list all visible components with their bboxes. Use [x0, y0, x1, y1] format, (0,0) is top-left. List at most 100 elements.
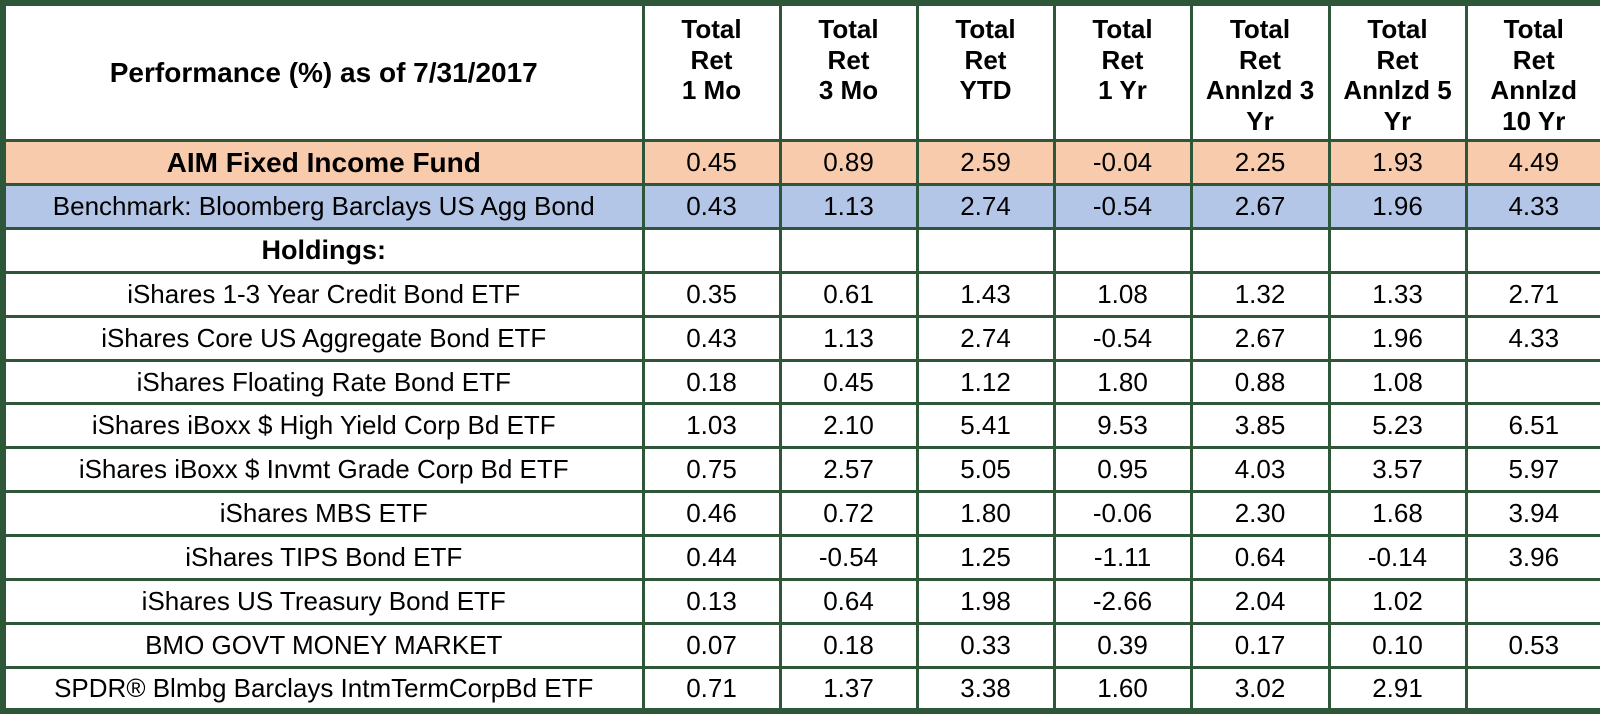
holding-value: [1464, 577, 1600, 625]
holding-value: 0.46: [641, 490, 782, 537]
holding-value: 3.85: [1189, 402, 1331, 450]
holding-label: iShares US Treasury Bond ETF: [1, 577, 645, 625]
column-header-ytd: Total Ret YTD: [915, 1, 1056, 143]
holding-value: 1.37: [778, 665, 919, 713]
holding-value: 1.32: [1189, 270, 1331, 318]
fund-value: 0.45: [641, 139, 782, 187]
holding-value: 3.96: [1464, 533, 1600, 581]
empty-cell: [778, 227, 919, 274]
column-header-annlzd-3yr: Total Ret Annlzd 3 Yr: [1189, 1, 1331, 143]
holding-value: 0.45: [778, 358, 919, 406]
holding-value: 3.57: [1327, 446, 1468, 494]
holding-value: 1.68: [1327, 490, 1468, 537]
benchmark-row-label: Benchmark: Bloomberg Barclays US Agg Bon…: [1, 183, 645, 231]
holding-value: -2.66: [1052, 577, 1193, 625]
empty-cell: [1189, 227, 1331, 274]
holding-label: iShares Core US Aggregate Bond ETF: [1, 314, 645, 362]
holding-value: 1.33: [1327, 270, 1468, 318]
holding-value: 1.02: [1327, 577, 1468, 625]
holding-value: 1.80: [915, 490, 1056, 537]
holdings-section-label: Holdings:: [1, 227, 645, 274]
holding-value: 0.35: [641, 270, 782, 318]
holding-row: iShares Floating Rate Bond ETF 0.18 0.45…: [1, 358, 1600, 406]
holding-value: 2.04: [1189, 577, 1331, 625]
holding-value: 0.61: [778, 270, 919, 318]
fund-value: 1.93: [1327, 139, 1468, 187]
holding-value: 2.10: [778, 402, 919, 450]
holding-value: 0.18: [641, 358, 782, 406]
holding-value: 0.10: [1327, 621, 1468, 669]
holding-value: [1464, 665, 1600, 713]
holding-value: -0.14: [1327, 533, 1468, 581]
holding-value: 2.67: [1189, 314, 1331, 362]
holding-value: [1464, 358, 1600, 406]
holding-label: iShares iBoxx $ Invmt Grade Corp Bd ETF: [1, 446, 645, 494]
holding-value: 2.71: [1464, 270, 1600, 318]
holding-value: 9.53: [1052, 402, 1193, 450]
holding-value: 1.96: [1327, 314, 1468, 362]
holding-value: 0.88: [1189, 358, 1331, 406]
holding-value: -0.54: [778, 533, 919, 581]
benchmark-value: -0.54: [1052, 183, 1193, 231]
benchmark-value: 1.13: [778, 183, 919, 231]
fund-row: AIM Fixed Income Fund 0.45 0.89 2.59 -0.…: [1, 139, 1600, 187]
holding-value: 5.05: [915, 446, 1056, 494]
holding-value: 5.23: [1327, 402, 1468, 450]
holding-label: iShares Floating Rate Bond ETF: [1, 358, 645, 406]
holding-row: iShares iBoxx $ High Yield Corp Bd ETF 1…: [1, 402, 1600, 450]
holding-value: 0.64: [1189, 533, 1331, 581]
holding-row: iShares Core US Aggregate Bond ETF 0.43 …: [1, 314, 1600, 362]
holding-value: 1.03: [641, 402, 782, 450]
column-header-1yr: Total Ret 1 Yr: [1052, 1, 1193, 143]
fund-value: -0.04: [1052, 139, 1193, 187]
holding-label: BMO GOVT MONEY MARKET: [1, 621, 645, 669]
holding-value: 2.74: [915, 314, 1056, 362]
benchmark-row: Benchmark: Bloomberg Barclays US Agg Bon…: [1, 183, 1600, 231]
holding-value: 3.94: [1464, 490, 1600, 537]
benchmark-value: 2.67: [1189, 183, 1331, 231]
holding-row: iShares US Treasury Bond ETF 0.13 0.64 1…: [1, 577, 1600, 625]
holding-value: 4.03: [1189, 446, 1331, 494]
fund-value: 2.59: [915, 139, 1056, 187]
holding-row: iShares MBS ETF 0.46 0.72 1.80 -0.06 2.3…: [1, 490, 1600, 537]
column-header-3mo: Total Ret 3 Mo: [778, 1, 919, 143]
benchmark-value: 0.43: [641, 183, 782, 231]
fund-value: 0.89: [778, 139, 919, 187]
holding-row: iShares iBoxx $ Invmt Grade Corp Bd ETF …: [1, 446, 1600, 494]
holding-row: iShares 1-3 Year Credit Bond ETF 0.35 0.…: [1, 270, 1600, 318]
empty-cell: [1464, 227, 1600, 274]
fund-value: 4.49: [1464, 139, 1600, 187]
holding-value: -0.06: [1052, 490, 1193, 537]
holding-row: SPDR® Blmbg Barclays IntmTermCorpBd ETF …: [1, 665, 1600, 713]
empty-cell: [915, 227, 1056, 274]
holding-value: 0.53: [1464, 621, 1600, 669]
holding-value: 1.08: [1327, 358, 1468, 406]
column-header-annlzd-10yr: Total Ret Annlzd 10 Yr: [1464, 1, 1600, 143]
holding-value: 0.95: [1052, 446, 1193, 494]
holding-label: iShares 1-3 Year Credit Bond ETF: [1, 270, 645, 318]
holding-value: 1.60: [1052, 665, 1193, 713]
holding-value: 6.51: [1464, 402, 1600, 450]
holding-value: 1.80: [1052, 358, 1193, 406]
holding-row: iShares TIPS Bond ETF 0.44 -0.54 1.25 -1…: [1, 533, 1600, 581]
holding-value: 0.17: [1189, 621, 1331, 669]
holding-value: 0.07: [641, 621, 782, 669]
fund-value: 2.25: [1189, 139, 1331, 187]
column-header-annlzd-5yr: Total Ret Annlzd 5 Yr: [1327, 1, 1468, 143]
holding-value: 1.13: [778, 314, 919, 362]
empty-cell: [1327, 227, 1468, 274]
holding-value: 0.18: [778, 621, 919, 669]
empty-cell: [1052, 227, 1193, 274]
holding-value: 2.57: [778, 446, 919, 494]
holding-value: -1.11: [1052, 533, 1193, 581]
holding-value: 1.12: [915, 358, 1056, 406]
column-header-1mo: Total Ret 1 Mo: [641, 1, 782, 143]
holding-value: 2.30: [1189, 490, 1331, 537]
holding-value: 4.33: [1464, 314, 1600, 362]
header-row: Performance (%) as of 7/31/2017 Total Re…: [1, 1, 1600, 143]
holding-value: 1.43: [915, 270, 1056, 318]
holding-value: 0.72: [778, 490, 919, 537]
holding-value: 1.08: [1052, 270, 1193, 318]
holding-value: 0.43: [641, 314, 782, 362]
